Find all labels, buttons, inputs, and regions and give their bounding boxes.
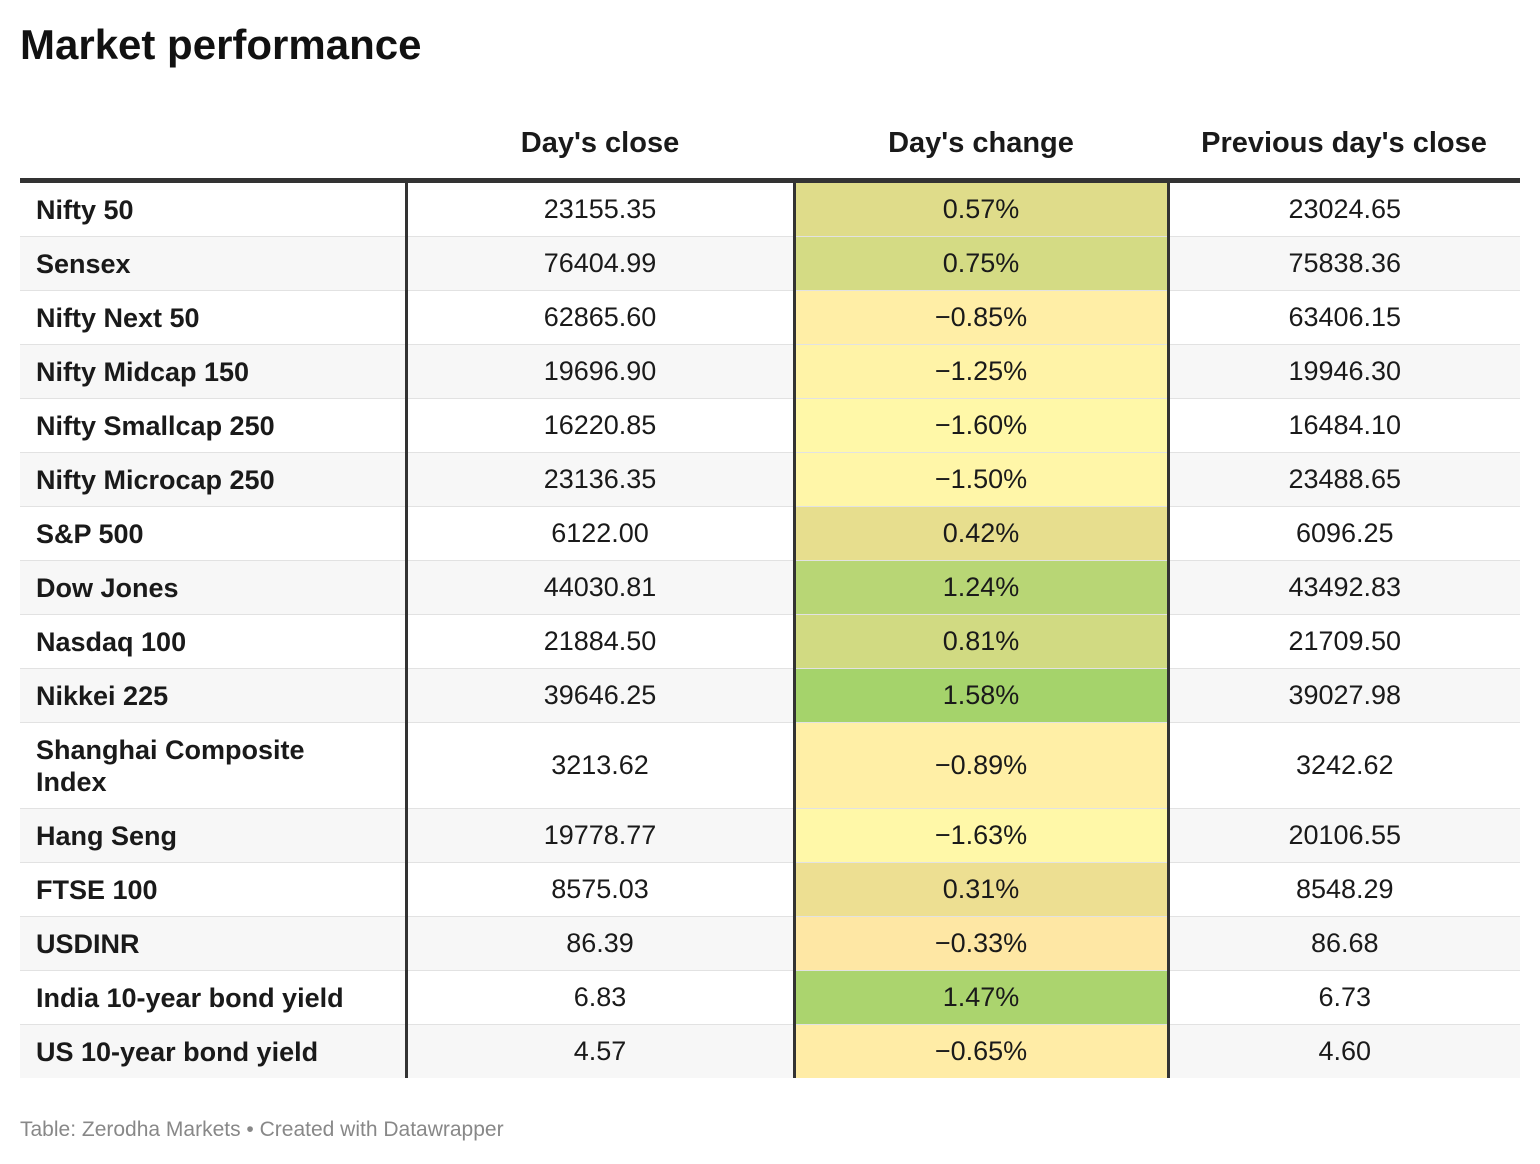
table-row: Nifty Smallcap 250 16220.85 −1.60% 16484.10	[20, 398, 1520, 453]
row-name: Nikkei 225	[20, 668, 408, 723]
table-row: Nifty 50 23155.35 0.57% 23024.65	[20, 180, 1520, 237]
row-previous-close: 3242.62	[1168, 722, 1520, 809]
table-row: Nasdaq 100 21884.50 0.81% 21709.50	[20, 614, 1520, 669]
row-previous-close: 75838.36	[1168, 236, 1520, 291]
row-previous-close: 63406.15	[1168, 290, 1520, 345]
row-name: USDINR	[20, 916, 408, 971]
row-days-close: 39646.25	[406, 668, 796, 723]
table-row: Dow Jones 44030.81 1.24% 43492.83	[20, 560, 1520, 615]
row-days-close: 21884.50	[406, 614, 796, 669]
row-name: Nifty Microcap 250	[20, 452, 408, 507]
row-name: India 10-year bond yield	[20, 970, 408, 1025]
table-row: USDINR 86.39 −0.33% 86.68	[20, 916, 1520, 971]
row-previous-close: 6.73	[1168, 970, 1520, 1025]
row-previous-close: 8548.29	[1168, 862, 1520, 917]
table-row: Nifty Microcap 250 23136.35 −1.50% 23488.65	[20, 452, 1520, 507]
row-name: FTSE 100	[20, 862, 408, 917]
row-days-change: −1.50%	[794, 452, 1170, 507]
row-days-close: 16220.85	[406, 398, 796, 453]
table-row: Sensex 76404.99 0.75% 75838.36	[20, 236, 1520, 291]
row-days-change: −1.25%	[794, 344, 1170, 399]
page-title: Market performance	[20, 21, 422, 68]
row-days-change: −0.89%	[794, 722, 1170, 809]
row-days-change: 1.47%	[794, 970, 1170, 1025]
table-row: Hang Seng 19778.77 −1.63% 20106.55	[20, 808, 1520, 863]
market-table: Day's close Day's change Previous day's …	[20, 108, 1520, 1078]
row-previous-close: 6096.25	[1168, 506, 1520, 561]
row-days-close: 19778.77	[406, 808, 796, 863]
table-row: Nifty Midcap 150 19696.90 −1.25% 19946.30	[20, 344, 1520, 399]
row-name: Dow Jones	[20, 560, 408, 615]
row-previous-close: 43492.83	[1168, 560, 1520, 615]
row-days-change: 0.42%	[794, 506, 1170, 561]
table-body: Nifty 50 23155.35 0.57% 23024.65 Sensex 76404…	[20, 180, 1520, 1078]
row-name: US 10-year bond yield	[20, 1024, 408, 1078]
row-days-close: 86.39	[406, 916, 796, 971]
row-days-change: 0.81%	[794, 614, 1170, 669]
row-name: Nifty Midcap 150	[20, 344, 408, 399]
row-name: S&P 500	[20, 506, 408, 561]
row-days-change: 1.24%	[794, 560, 1170, 615]
row-previous-close: 86.68	[1168, 916, 1520, 971]
row-days-close: 44030.81	[406, 560, 796, 615]
header-row: Day's close Day's change Previous day's …	[20, 108, 1520, 183]
header-name	[20, 108, 406, 183]
row-days-close: 23155.35	[406, 180, 796, 237]
row-days-close: 76404.99	[406, 236, 796, 291]
table-row: S&P 500 6122.00 0.42% 6096.25	[20, 506, 1520, 561]
table-row: Nifty Next 50 62865.60 −0.85% 63406.15	[20, 290, 1520, 345]
row-days-close: 4.57	[406, 1024, 796, 1078]
row-name: Nifty Next 50	[20, 290, 408, 345]
row-days-close: 6.83	[406, 970, 796, 1025]
table-row: Nikkei 225 39646.25 1.58% 39027.98	[20, 668, 1520, 723]
row-days-change: −0.85%	[794, 290, 1170, 345]
header-days-close: Day's close	[406, 108, 794, 183]
row-name: Hang Seng	[20, 808, 408, 863]
row-previous-close: 21709.50	[1168, 614, 1520, 669]
row-previous-close: 23488.65	[1168, 452, 1520, 507]
row-previous-close: 23024.65	[1168, 180, 1520, 237]
row-days-close: 23136.35	[406, 452, 796, 507]
row-name: Sensex	[20, 236, 408, 291]
header-days-change: Day's change	[794, 108, 1168, 183]
row-previous-close: 4.60	[1168, 1024, 1520, 1078]
table-row: US 10-year bond yield 4.57 −0.65% 4.60	[20, 1024, 1520, 1078]
row-name: Nifty Smallcap 250	[20, 398, 408, 453]
row-days-change: −0.33%	[794, 916, 1170, 971]
row-previous-close: 19946.30	[1168, 344, 1520, 399]
row-days-change: −1.60%	[794, 398, 1170, 453]
row-days-change: 0.57%	[794, 180, 1170, 237]
row-previous-close: 20106.55	[1168, 808, 1520, 863]
row-previous-close: 39027.98	[1168, 668, 1520, 723]
row-name: Nasdaq 100	[20, 614, 408, 669]
row-days-close: 8575.03	[406, 862, 796, 917]
table-row: Shanghai Composite Index 3213.62 −0.89% 324…	[20, 722, 1520, 809]
row-name: Nifty 50	[20, 180, 408, 237]
footer-note: Table: Zerodha Markets • Created with Da…	[20, 1118, 504, 1141]
row-name: Shanghai Composite Index	[20, 722, 408, 809]
row-days-close: 62865.60	[406, 290, 796, 345]
row-days-change: −1.63%	[794, 808, 1170, 863]
row-days-change: 0.31%	[794, 862, 1170, 917]
row-days-close: 3213.62	[406, 722, 796, 809]
row-days-change: 1.58%	[794, 668, 1170, 723]
table-row: FTSE 100 8575.03 0.31% 8548.29	[20, 862, 1520, 917]
header-previous-close: Previous day's close	[1168, 108, 1520, 183]
row-days-close: 6122.00	[406, 506, 796, 561]
table-row: India 10-year bond yield 6.83 1.47% 6.73	[20, 970, 1520, 1025]
row-days-change: −0.65%	[794, 1024, 1170, 1078]
row-days-close: 19696.90	[406, 344, 796, 399]
row-previous-close: 16484.10	[1168, 398, 1520, 453]
row-days-change: 0.75%	[794, 236, 1170, 291]
